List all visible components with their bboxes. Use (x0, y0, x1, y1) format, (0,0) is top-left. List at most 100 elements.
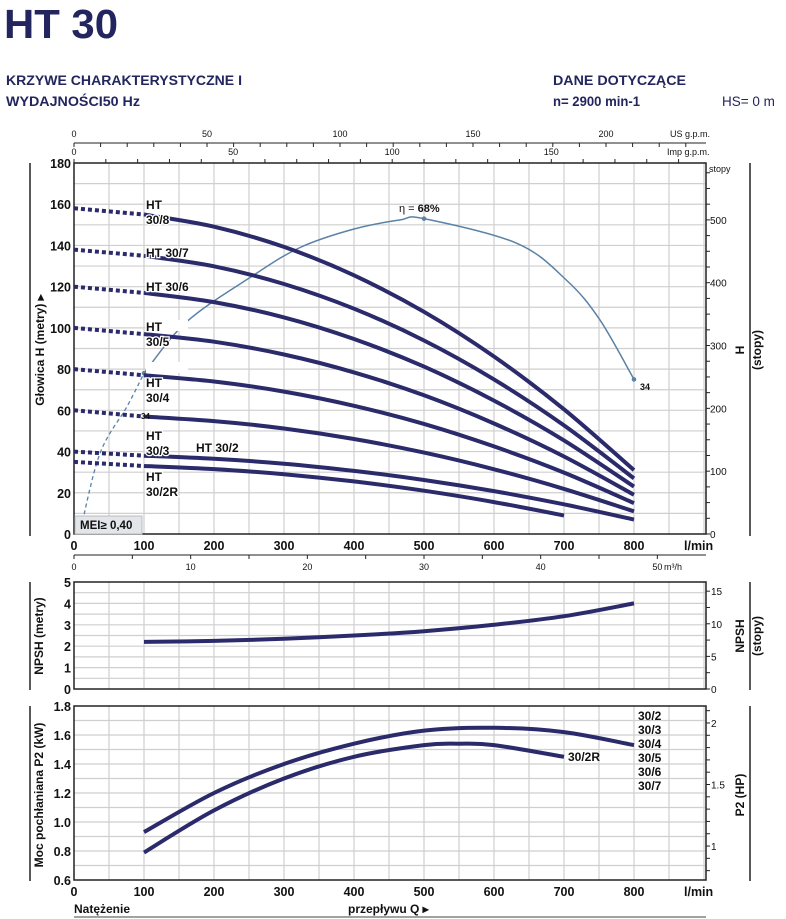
power-curve-label: 30/2R (568, 750, 600, 764)
x-axis-unit: l/min (684, 885, 713, 899)
feet-tick-label: 500 (710, 216, 727, 227)
hs-label: HS= 0 m (722, 94, 775, 109)
subtitle-line1: KRZYWE CHARAKTERYSTYCZNE I (6, 73, 242, 88)
m3h-tick-label: 0 (71, 562, 76, 572)
subtitle-line2: WYDAJNOŚCI50 Hz (6, 94, 140, 109)
power-curve-upper (143, 725, 635, 834)
curve-dashed-ht-30-4 (73, 367, 145, 378)
curve-ht-30-4 (143, 373, 635, 505)
curve-label: HT (146, 429, 163, 443)
curve-label: HT (146, 376, 163, 390)
curve-dashed-ht-30-6 (73, 284, 145, 295)
x-tick-label: 300 (274, 539, 295, 553)
x-tick-label: 600 (484, 539, 505, 553)
feet-tick-label: 0 (711, 685, 717, 696)
curve-label: 30/2R (146, 485, 178, 499)
y-tick-label: 0.6 (54, 874, 71, 888)
curve-label: 30/5 (146, 335, 170, 349)
us-gpm-tick-label: 0 (71, 129, 76, 139)
plot-frame (73, 162, 707, 535)
y-tick-label: 1.6 (54, 729, 71, 743)
m3h-tick-label: 20 (302, 562, 312, 572)
hp-tick-label: 1 (711, 842, 717, 853)
y-tick-label: 80 (57, 363, 71, 377)
curve-label: HT 30/6 (146, 280, 189, 294)
m3h-tick-label: 50 (652, 562, 662, 572)
x-tick-label: 600 (484, 885, 505, 899)
feet-unit: stopy (709, 164, 731, 174)
npsh-chart: 0 1 2 3 4 5 0 5 10 15 NPSH (metry) NPSH (stopy) (29, 576, 764, 697)
y-tick-label: 0.8 (54, 845, 71, 859)
y-axis-right-title: H (733, 346, 747, 355)
efficiency-end-label: 34 (640, 382, 650, 392)
curve-dashed-ht-30-2r (73, 459, 145, 468)
curve-dashed-ht-30-2 (73, 449, 145, 458)
efficiency-start-label: 34 (141, 412, 150, 421)
y-tick-label: 1 (64, 662, 71, 676)
y-tick-label: 2 (64, 640, 71, 654)
power-curve-label: 30/4 (638, 737, 662, 751)
efficiency-curve (143, 216, 635, 380)
x-tick-label: 500 (414, 885, 435, 899)
curve-label: HT (146, 198, 163, 212)
power-curve-lower (142, 741, 565, 855)
mei-label: MEI≥ 0,40 (80, 520, 132, 532)
curve-label: 30/3 (146, 444, 170, 458)
m3h-tick-label: 40 (536, 562, 546, 572)
y-axis-right-subtitle: (stopy) (750, 330, 764, 370)
feet-tick-label: 400 (710, 279, 727, 290)
y-tick-label: 140 (50, 239, 71, 253)
us-gpm-unit: US g.p.m. (670, 129, 710, 139)
speed-label: n= 2900 min-1 (553, 94, 640, 109)
y-tick-label: 40 (57, 446, 71, 460)
efficiency-label-prefix: η = (399, 203, 418, 215)
power-curve-label: 30/6 (638, 765, 662, 779)
m3h-tick-label: 10 (186, 562, 196, 572)
curve-label: HT (146, 320, 163, 334)
imp-gpm-unit: Imp g.p.m. (667, 147, 710, 157)
imp-gpm-tick-label: 100 (385, 147, 400, 157)
x-tick-label: 100 (134, 885, 155, 899)
curve-ht-30-5 (143, 332, 635, 497)
curve-ht-30-6 (143, 290, 636, 489)
y-tick-label: 120 (50, 281, 71, 295)
feet-tick-label: 200 (710, 404, 727, 415)
y-tick-label: 100 (50, 322, 71, 336)
y-tick-label: 180 (50, 157, 71, 171)
label-box (146, 320, 188, 331)
curve-ht-30-7 (143, 253, 636, 480)
imp-gpm-tick-label: 0 (71, 147, 76, 157)
x-tick-label: 400 (344, 885, 365, 899)
power-curve-label: 30/2 (638, 709, 662, 723)
y-tick-label: 5 (64, 576, 71, 590)
y-axis-title: NPSH (metry) (32, 597, 46, 674)
curve-ht-30-8 (143, 212, 636, 472)
x-tick-label: 800 (624, 539, 645, 553)
y-axis-title: Głowica H (metry) ▸ (33, 293, 47, 405)
x-tick-label: 500 (414, 539, 435, 553)
power-chart: 0.6 0.8 1.0 1.2 1.4 1.6 1.8 0 100 200 300 400 500 600… (29, 700, 751, 899)
feet-tick-label: 0 (710, 530, 716, 541)
power-curve-label: 30/3 (638, 723, 662, 737)
m3h-unit: m³/h (664, 562, 682, 572)
efficiency-label: η = 68% (399, 203, 440, 215)
curve-label: 30/4 (146, 391, 170, 405)
plot-frame (73, 581, 707, 690)
imp-gpm-tick-label: 150 (544, 147, 559, 157)
us-gpm-tick-label: 100 (332, 129, 347, 139)
y-tick-label: 20 (57, 487, 71, 501)
y-tick-label: 1.2 (54, 787, 71, 801)
footer-flow-label-center: przepływu Q ▸ (348, 902, 430, 916)
x-tick-label: 300 (274, 885, 295, 899)
efficiency-point (421, 216, 427, 221)
feet-tick-label: 15 (711, 587, 723, 598)
feet-tick-label: 300 (710, 342, 727, 353)
x-tick-label: 400 (344, 539, 365, 553)
imp-gpm-tick-label: 50 (228, 147, 238, 157)
y-tick-label: 1.8 (54, 700, 71, 714)
footer-flow-label-left: Natężenie (74, 902, 130, 916)
curve-dashed-ht-30-7 (73, 247, 145, 258)
efficiency-point (631, 377, 637, 382)
